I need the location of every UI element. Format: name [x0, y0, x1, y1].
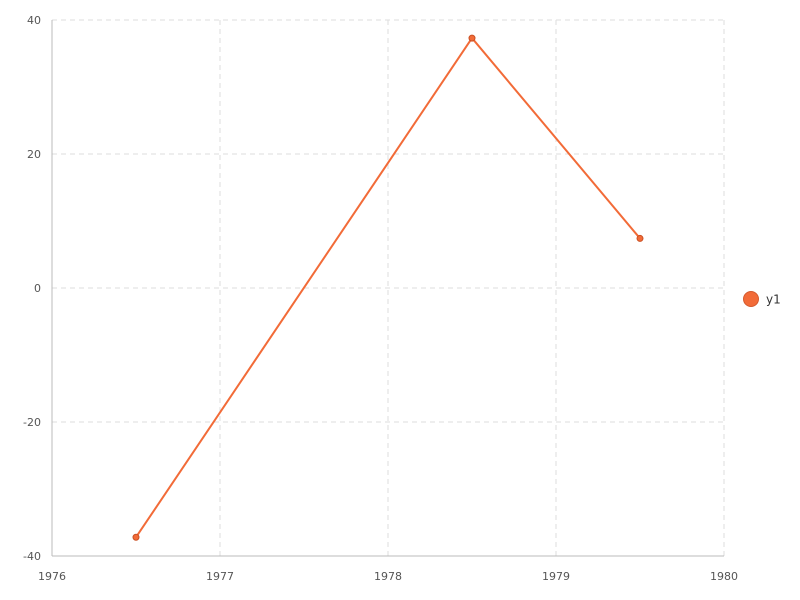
legend-marker	[743, 291, 759, 307]
x-tick-label: 1980	[710, 570, 738, 583]
y-tick-labels: 40 20 0 -20 -40	[23, 14, 41, 563]
x-tick-label: 1978	[374, 570, 402, 583]
data-point[interactable]	[132, 533, 140, 541]
y-tick-label: 40	[27, 14, 41, 27]
x-tick-labels: 1976 1977 1978 1979 1980	[38, 570, 738, 583]
y-tick-label: 0	[34, 282, 41, 295]
grid-lines	[51, 19, 725, 557]
data-point[interactable]	[468, 34, 476, 42]
series-y1	[132, 34, 644, 541]
data-point[interactable]	[636, 234, 644, 242]
x-tick-label: 1977	[206, 570, 234, 583]
y-tick-label: 20	[27, 148, 41, 161]
x-tick-label: 1979	[542, 570, 570, 583]
y-tick-label: -20	[23, 416, 41, 429]
legend-label: y1	[766, 293, 781, 307]
x-tick-label: 1976	[38, 570, 66, 583]
axes	[51, 20, 724, 557]
y-tick-label: -40	[23, 550, 41, 563]
legend[interactable]: y1	[743, 291, 781, 307]
